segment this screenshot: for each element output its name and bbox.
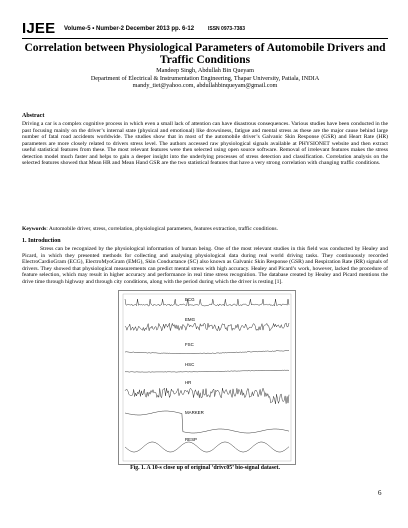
signal-label-hsc: HSC (185, 362, 194, 367)
intro-heading: 1. Introduction (22, 238, 61, 244)
signal-label-marker: MARKER (185, 410, 204, 415)
signal-trace-resp (124, 441, 290, 453)
plot-frame (122, 293, 292, 462)
abstract-heading: Abstract (22, 113, 45, 119)
keywords-label: Keywords (22, 226, 47, 232)
biosignal-plot: ECG EMG FSC HSC HR MARKER RESP (122, 293, 292, 462)
signal-label-hr: HR (185, 380, 191, 385)
keywords-text: : Automobile driver, stress, correlation… (46, 226, 278, 232)
issn: ISSN 0973-7383 (208, 26, 245, 32)
abstract-text: Driving a car is a complex cognitive pro… (22, 121, 388, 166)
signal-trace-hsc (125, 369, 290, 373)
author-affiliation: Department of Electrical & Instrumentati… (90, 74, 320, 82)
journal-header: IJEE Volume-5 • Number-2 December 2013 p… (22, 20, 388, 37)
signal-trace-ecg (124, 298, 290, 307)
signal-trace-emg (124, 322, 290, 332)
signal-label-fsc: FSC (185, 342, 194, 347)
page-number: 6 (378, 489, 382, 497)
paper-title: Correlation between Physiological Parame… (24, 42, 386, 66)
volume-line: Volume-5 • Number-2 December 2013 pp. 6-… (64, 26, 195, 32)
keywords: Keywords: Automobile driver, stress, cor… (22, 226, 388, 233)
intro-text: Stress can be recognized by the physiolo… (22, 246, 388, 285)
header-rule (22, 38, 388, 39)
journal-name: IJEE (22, 20, 56, 37)
biosignal-figure: ECG EMG FSC HSC HR MARKER RESP (118, 290, 296, 465)
signal-trace-hr (124, 387, 290, 405)
author-names: Mandeep Singh, Abdullah Bin Queyam (156, 67, 254, 74)
signal-trace-fsc (124, 350, 290, 354)
author-block: Mandeep Singh, Abdullah Bin Queyam Depar… (22, 67, 388, 90)
signal-trace-marker (124, 410, 290, 434)
signal-label-emg: EMG (185, 317, 196, 322)
signal-label-ecg: ECG (185, 297, 195, 302)
author-emails: mandy_tiet@yahoo.com, abdullahbinqueyam@… (132, 82, 278, 89)
figure-caption: Fig. 1. A 10-s close up of original ‘dri… (130, 465, 280, 471)
signal-label-resp: RESP (185, 437, 197, 442)
